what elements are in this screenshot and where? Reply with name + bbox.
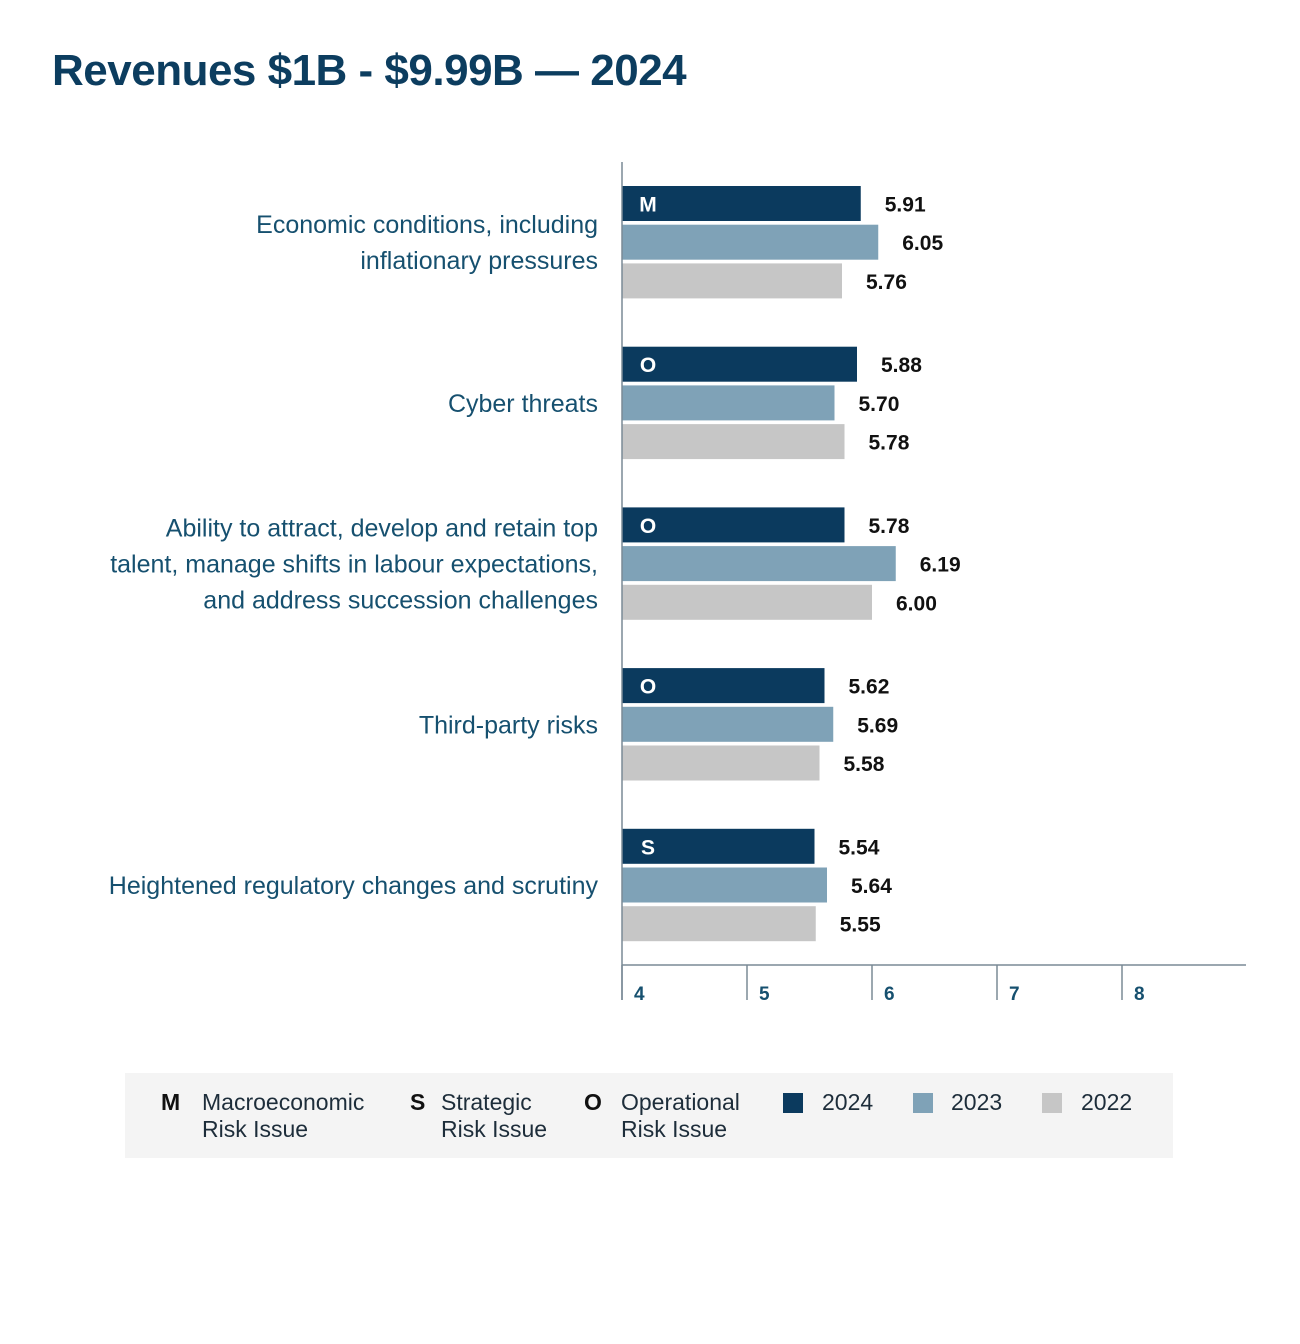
bar-2023 xyxy=(622,867,827,903)
legend-text-line: Risk Issue xyxy=(441,1116,548,1142)
chart-title: Revenues $1B - $9.99B — 2024 xyxy=(52,46,687,95)
legend-year-2023: 2023 xyxy=(951,1089,1003,1115)
data-label: 6.19 xyxy=(920,554,961,577)
data-label: 5.62 xyxy=(849,676,890,699)
data-label: 5.55 xyxy=(840,914,881,937)
legend-text-line: Risk Issue xyxy=(621,1116,728,1142)
bar-2023 xyxy=(622,224,879,260)
bar-chart: Economic conditions, including inflationa… xyxy=(109,162,1246,1005)
bar-2022 xyxy=(622,584,872,620)
data-label: 5.69 xyxy=(857,714,898,737)
bar-2024 xyxy=(622,346,857,382)
data-label: 5.78 xyxy=(869,515,910,538)
legend-year-2024: 2024 xyxy=(822,1089,874,1115)
risk-type-badge: S xyxy=(641,836,655,859)
category-label: inflationary pressures xyxy=(360,247,598,275)
x-tick-label: 6 xyxy=(884,984,895,1005)
legend-code-operational: O xyxy=(584,1089,602,1115)
legend-swatch-2023 xyxy=(913,1093,933,1113)
x-tick-label: 8 xyxy=(1134,984,1145,1005)
category-label: and address succession challenges xyxy=(203,587,598,615)
legend-text-line: Strategic xyxy=(441,1089,532,1115)
data-label: 6.05 xyxy=(902,232,943,255)
x-tick-label: 4 xyxy=(634,984,645,1005)
legend-code-macro: M xyxy=(161,1089,181,1115)
bar-2024 xyxy=(622,507,845,543)
category-label: Ability to attract, develop and retain t… xyxy=(166,515,598,543)
category-label: talent, manage shifts in labour expectat… xyxy=(110,551,598,579)
x-tick-label: 5 xyxy=(759,984,770,1005)
data-label: 5.76 xyxy=(866,271,907,294)
risk-type-badge: O xyxy=(640,354,656,377)
bar-2022 xyxy=(622,424,845,460)
legend: M Macroeconomic Risk Issue S Strategic R… xyxy=(125,1073,1173,1158)
category-label: Third-party risks xyxy=(419,711,598,739)
bar-2024 xyxy=(622,186,861,221)
legend-item-operational: Operational Risk Issue xyxy=(621,1089,740,1143)
legend-year-2022: 2022 xyxy=(1081,1089,1133,1115)
data-label: 5.78 xyxy=(869,432,910,455)
data-label: 5.70 xyxy=(859,393,900,416)
risk-type-badge: O xyxy=(640,676,656,699)
data-label: 6.00 xyxy=(896,592,937,615)
legend-text-line: Risk Issue xyxy=(202,1116,309,1142)
data-label: 5.91 xyxy=(885,194,926,217)
bar-2024 xyxy=(622,668,825,704)
bar-2022 xyxy=(622,263,842,299)
legend-text-line: Operational xyxy=(621,1089,740,1115)
bar-2023 xyxy=(622,706,834,742)
category-label: Economic conditions, including xyxy=(256,211,598,239)
x-tick-label: 7 xyxy=(1009,984,1020,1005)
legend-item-macro: Macroeconomic Risk Issue xyxy=(202,1089,364,1143)
legend-text-line: Macroeconomic xyxy=(202,1089,365,1115)
risk-type-badge: O xyxy=(640,515,656,538)
legend-swatch-2022 xyxy=(1042,1093,1062,1113)
bar-2023 xyxy=(622,385,835,421)
legend-swatch-2024 xyxy=(783,1093,803,1113)
data-label: 5.64 xyxy=(851,875,892,898)
bar-2022 xyxy=(622,745,820,781)
category-label: Cyber threats xyxy=(448,390,598,418)
category-label: Heightened regulatory changes and scruti… xyxy=(109,872,599,900)
risk-type-badge: M xyxy=(639,194,657,217)
legend-item-strategic: Strategic Risk Issue xyxy=(441,1089,547,1143)
legend-code-strategic: S xyxy=(410,1089,426,1115)
bar-2022 xyxy=(622,906,816,942)
bar-2024 xyxy=(622,828,815,864)
data-label: 5.54 xyxy=(839,836,880,859)
data-label: 5.58 xyxy=(844,753,885,776)
data-label: 5.88 xyxy=(881,354,922,377)
bar-2023 xyxy=(622,546,896,582)
